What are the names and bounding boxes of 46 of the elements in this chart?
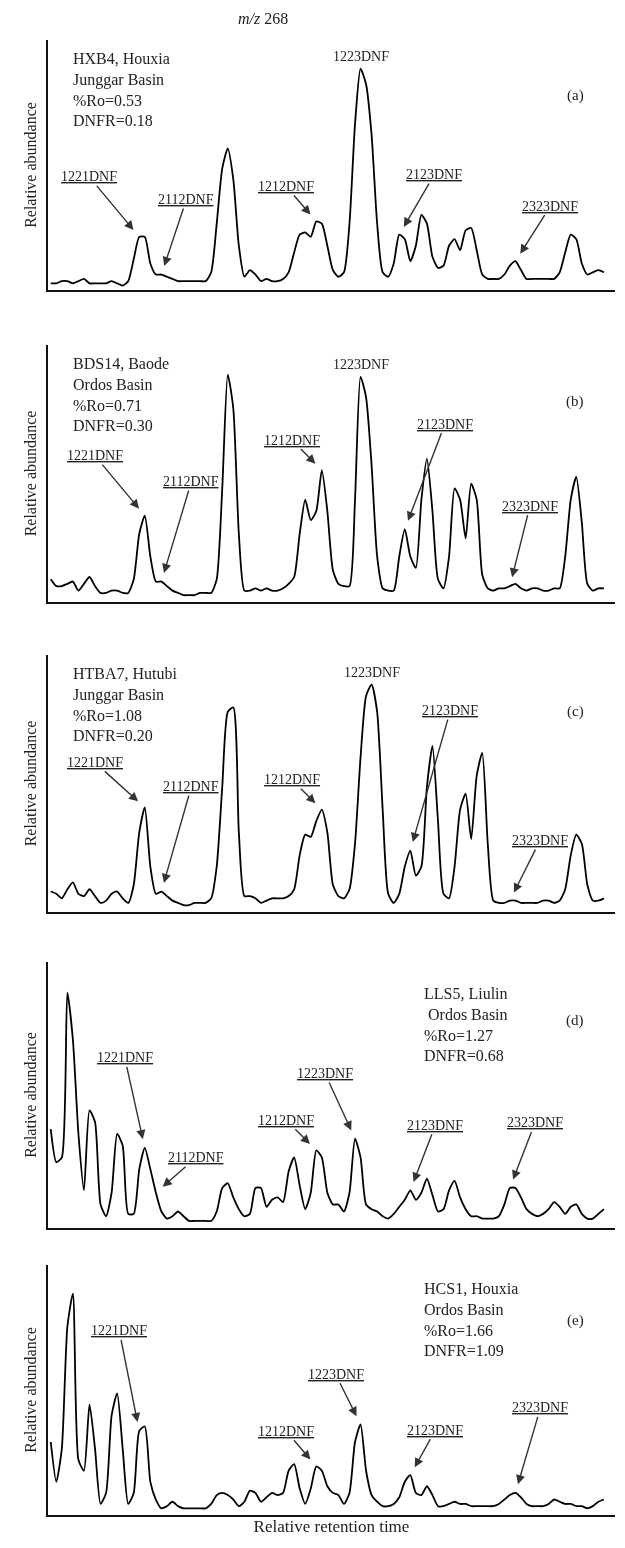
annotation: (e) — [567, 1312, 584, 1329]
annotation: 2123DNF — [406, 167, 463, 182]
annotation: 1221DNF — [67, 448, 124, 463]
annotation: 1221DNF — [91, 1323, 148, 1338]
annotation: 2112DNF — [168, 1150, 224, 1165]
annotation: 1212DNF — [264, 772, 321, 787]
annotation: (b) — [566, 393, 584, 410]
text: 1223DNF — [344, 665, 401, 680]
y-axis-title: Relative abundance — [21, 720, 39, 847]
annotation: 1223DNF — [308, 1367, 365, 1382]
annotation: HXB4, Houxia Junggar Basin %Ro=0.53 DNFR=0.18 — [73, 50, 170, 130]
annotation: 1212DNF — [258, 1113, 315, 1128]
annotation: 1223DNF — [297, 1066, 354, 1081]
annotation: LLS5, Liulin Ordos Basin %Ro=1.27 DNFR=0.68 — [424, 985, 508, 1065]
annotation: 1221DNF — [67, 755, 124, 770]
annotation: 1212DNF — [258, 179, 315, 194]
chart-title: m/z 268 — [238, 10, 289, 27]
annotation: 2123DNF — [417, 417, 474, 432]
x-axis-title: Relative retention time — [253, 1516, 410, 1536]
annotation: 1221DNF — [97, 1050, 154, 1065]
annotation: 2323DNF — [512, 1400, 569, 1415]
annotation: 1221DNF — [61, 169, 118, 184]
annotation: (a) — [567, 87, 584, 104]
annotation: HTBA7, Hutubi Junggar Basin %Ro=1.08 DNFR=0.20 — [73, 665, 178, 745]
annotation: 2323DNF — [512, 833, 569, 848]
annotation: 2123DNF — [422, 703, 479, 718]
annotation: 2123DNF — [407, 1423, 464, 1438]
annotation: 2323DNF — [507, 1115, 564, 1130]
y-axis-title: Relative abundance — [21, 410, 39, 537]
annotation: HCS1, Houxia Ordos Basin %Ro=1.66 DNFR=1.09 — [424, 1280, 519, 1360]
y-axis-title: Relative abundance — [21, 102, 39, 228]
annotation: 2112DNF — [158, 192, 214, 207]
annotation: 2323DNF — [522, 199, 579, 214]
annotation: BDS14, Baode Ordos Basin %Ro=0.71 DNFR=0.30 — [73, 355, 169, 435]
annotation: 2112DNF — [163, 779, 219, 794]
annotation: 1212DNF — [264, 433, 321, 448]
annotation: 2123DNF — [407, 1118, 464, 1133]
text: 1223DNF — [333, 49, 390, 64]
text: 1223DNF — [333, 357, 390, 372]
y-axis-title: Relative abundance — [21, 1327, 39, 1453]
y-axis-title: Relative abundance — [21, 1032, 39, 1158]
annotation: (d) — [566, 1012, 584, 1029]
annotation: 2323DNF — [502, 499, 559, 514]
annotation: (c) — [567, 703, 584, 720]
annotation: 1212DNF — [258, 1424, 315, 1439]
annotation: 2112DNF — [163, 474, 219, 489]
